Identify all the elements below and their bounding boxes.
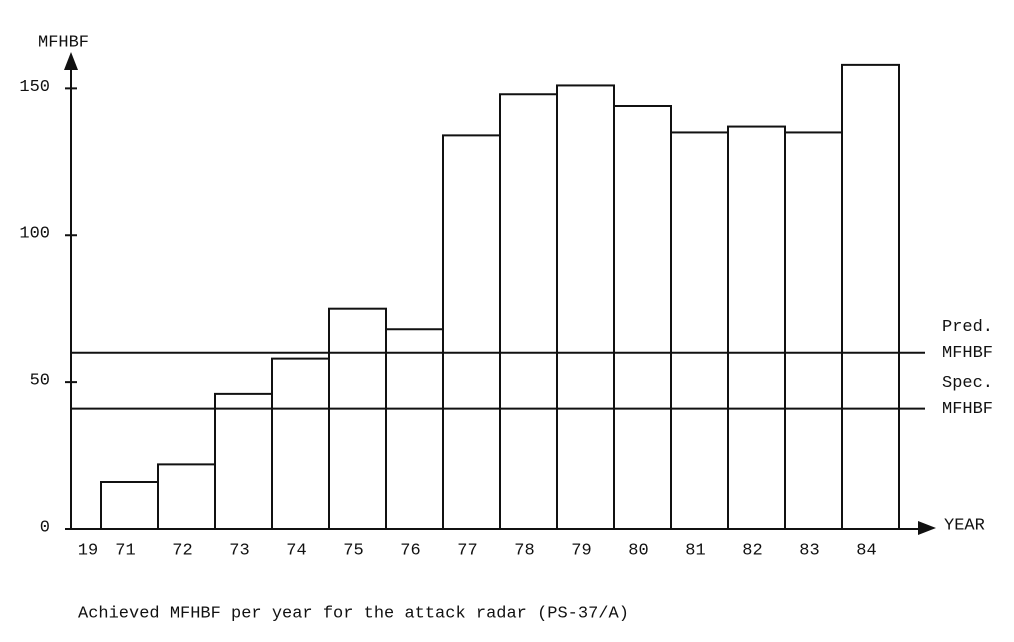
x-tick-label: 82: [742, 541, 762, 560]
reference-label: MFHBF: [942, 400, 993, 419]
x-tick-label: 80: [628, 541, 648, 560]
x-tick-label: 81: [685, 541, 705, 560]
y-tick-label: 100: [19, 225, 50, 244]
bar: [499, 93, 558, 530]
bar: [727, 125, 786, 530]
bar: [670, 131, 729, 530]
x-tick-label: 71: [115, 541, 135, 560]
bar: [271, 357, 330, 530]
x-tick-label: 76: [400, 541, 420, 560]
x-tick-label: 75: [343, 541, 363, 560]
caption: Achieved MFHBF per year for the attack r…: [78, 604, 629, 623]
bar: [841, 63, 900, 530]
y-axis-arrow: [64, 52, 78, 70]
y-axis-label: MFHBF: [38, 33, 89, 52]
bar: [157, 463, 216, 530]
reference-label: Spec.: [942, 374, 993, 393]
bar: [214, 392, 273, 530]
x-origin-label: 19: [78, 541, 98, 560]
bar: [385, 328, 444, 530]
bar: [328, 307, 387, 530]
x-axis-arrow: [918, 521, 936, 535]
x-tick-label: 77: [457, 541, 477, 560]
bar: [442, 134, 501, 530]
x-tick-label: 73: [229, 541, 249, 560]
y-tick-label: 0: [40, 518, 50, 537]
x-tick-label: 72: [172, 541, 192, 560]
bar: [784, 131, 843, 530]
reference-label: MFHBF: [942, 344, 993, 363]
x-tick-label: 74: [286, 541, 306, 560]
bar: [613, 105, 672, 530]
bar: [100, 481, 159, 530]
reference-label: Pred.: [942, 318, 993, 337]
x-tick-label: 83: [799, 541, 819, 560]
x-axis-label: YEAR: [944, 516, 985, 535]
x-tick-label: 84: [856, 541, 876, 560]
x-tick-label: 78: [514, 541, 534, 560]
x-tick-label: 79: [571, 541, 591, 560]
y-tick-label: 50: [30, 372, 50, 391]
y-tick-label: 150: [19, 78, 50, 97]
bar: [556, 84, 615, 530]
